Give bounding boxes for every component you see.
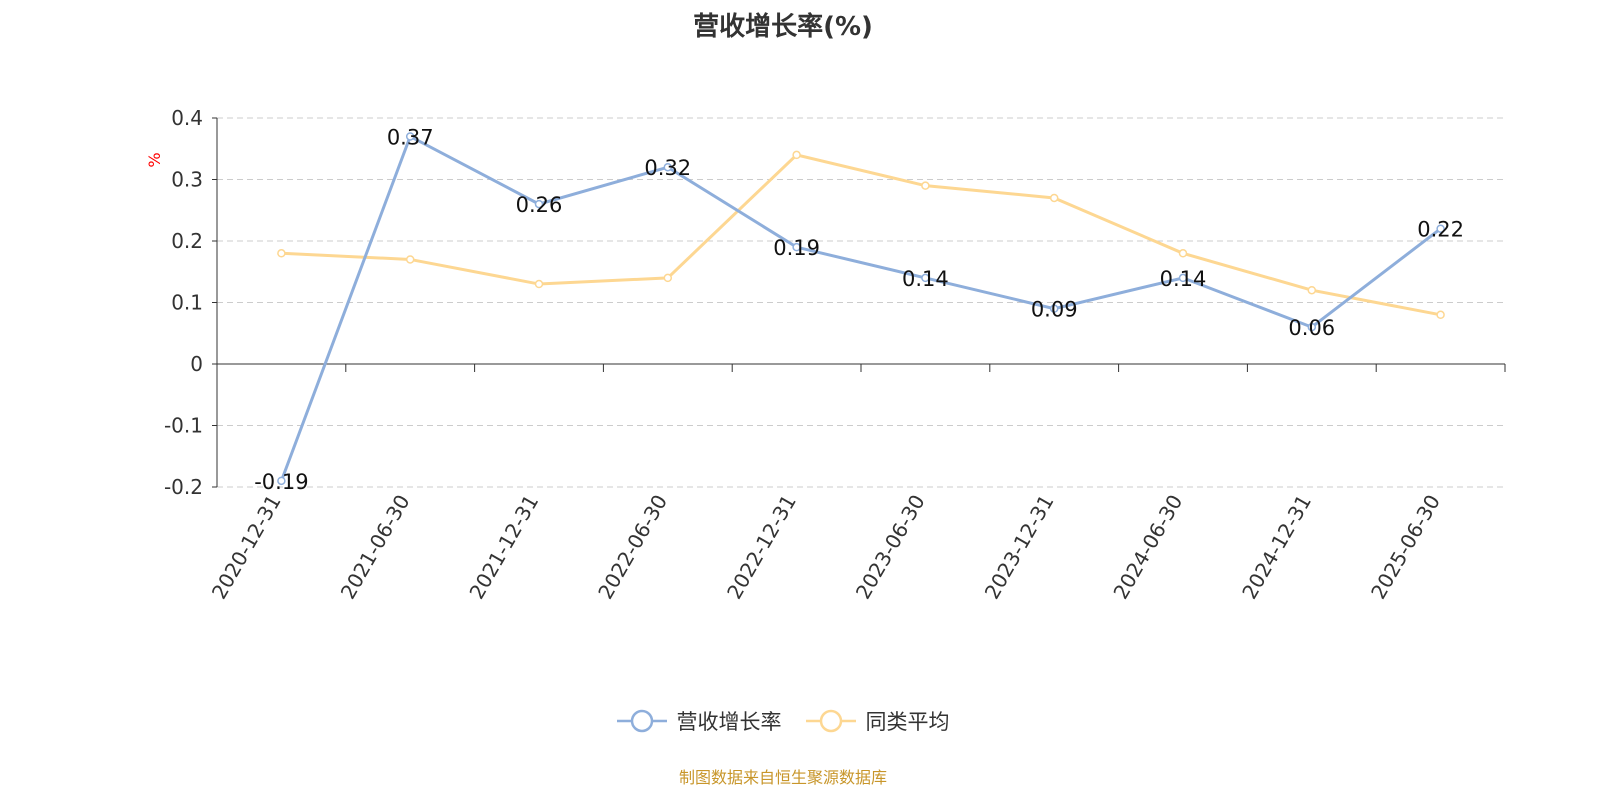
- legend-item-revenue-growth[interactable]: 营收增长率: [616, 706, 782, 736]
- x-tick-label: 2024-06-30: [1108, 491, 1187, 604]
- legend-label: 营收增长率: [676, 710, 782, 734]
- y-tick-label: 0: [190, 352, 203, 376]
- data-point: [792, 150, 801, 160]
- data-point: [534, 199, 544, 209]
- data-point: [534, 279, 544, 289]
- y-tick-label: 0.1: [171, 291, 203, 315]
- x-tick-label: 2022-06-30: [593, 491, 672, 604]
- data-label: 0.14: [902, 267, 949, 291]
- data-point: [663, 273, 673, 283]
- y-axis-label: %: [145, 152, 164, 167]
- y-tick-label: -0.1: [164, 414, 203, 438]
- data-label: 0.14: [1160, 267, 1207, 291]
- legend-marker-icon: [616, 709, 667, 733]
- data-point: [405, 255, 415, 264]
- series-line: [281, 153, 1441, 317]
- data-label: 0.19: [773, 236, 820, 260]
- legend-marker-icon: [805, 709, 856, 733]
- data-label: -0.19: [254, 470, 308, 494]
- data-point: [1307, 285, 1317, 295]
- chart-title: 营收增长率(%): [693, 12, 873, 42]
- data-point: [405, 132, 415, 141]
- x-tick-label: 2021-06-30: [336, 491, 415, 604]
- data-label: 0.09: [1031, 298, 1078, 322]
- data-label: 0.32: [644, 156, 691, 180]
- data-point: [1436, 224, 1445, 233]
- x-tick-label: 2024-12-31: [1237, 491, 1316, 604]
- y-tick-label: 0.3: [171, 168, 203, 192]
- data-point: [277, 476, 286, 486]
- data-point: [921, 273, 930, 283]
- x-tick-label: 2023-06-30: [851, 491, 930, 604]
- data-point: [1307, 322, 1317, 332]
- legend-item-peer-average[interactable]: 同类平均: [805, 706, 950, 736]
- data-point: [277, 249, 286, 258]
- source-footer: 制图数据来自恒生聚源数据库: [678, 768, 887, 787]
- x-tick-label: 2020-12-31: [207, 491, 286, 604]
- y-tick-label: -0.2: [164, 475, 203, 499]
- series-line: [279, 134, 1442, 482]
- data-label: 0.26: [516, 193, 563, 217]
- data-label: 0.37: [387, 125, 434, 149]
- legend-label: 同类平均: [865, 710, 950, 734]
- data-point: [1436, 310, 1445, 320]
- y-tick-label: 0.4: [171, 106, 203, 130]
- data-point: [1178, 249, 1188, 258]
- data-point: [1049, 304, 1059, 313]
- y-tick-label: 0.2: [171, 229, 203, 253]
- x-tick-label: 2021-12-31: [464, 491, 543, 604]
- x-tick-label: 2023-12-31: [980, 491, 1059, 604]
- x-tick-label: 2025-06-30: [1366, 491, 1445, 604]
- legend: 营收增长率 同类平均: [0, 706, 1566, 736]
- data-point: [663, 162, 673, 172]
- data-label: 0.22: [1417, 218, 1464, 242]
- x-tick-label: 2022-12-31: [722, 491, 801, 604]
- data-point: [1049, 193, 1059, 203]
- data-label: 0.06: [1288, 316, 1335, 340]
- data-point: [792, 242, 801, 252]
- data-point: [921, 181, 930, 190]
- data-point: [1178, 273, 1188, 283]
